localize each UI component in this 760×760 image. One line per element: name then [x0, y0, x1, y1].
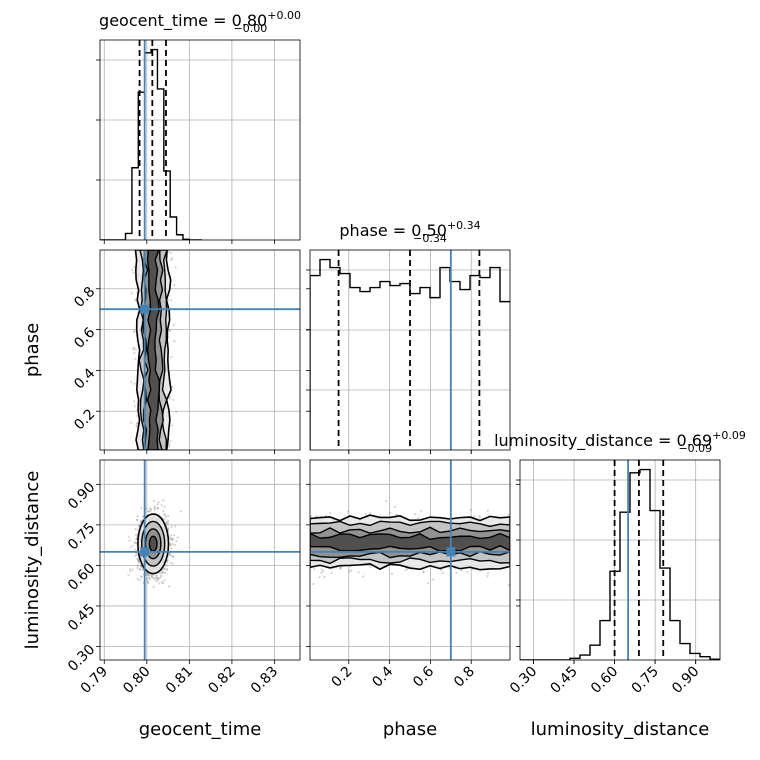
- panel-geocent_time-vs-luminosity_distance-frame: [99, 459, 301, 661]
- panel-geocent_time-vs-phase: [99, 249, 301, 451]
- ylabel-luminosity_distance: luminosity_distance: [22, 471, 43, 650]
- title-luminosity_distance-sup: +0.09: [712, 429, 746, 442]
- panel-geocent_time-vs-phase-truth-marker: [140, 304, 150, 314]
- xtick-label-geocent_time-3: 0.82: [205, 664, 238, 697]
- hist-panel-luminosity_distance: luminosity_distance = 0.69+0.09 −0.09: [494, 429, 746, 664]
- hist-luminosity_distance-steps: [520, 468, 720, 660]
- title-phase-sup: +0.34: [447, 219, 481, 232]
- xtick-label-luminosity_distance-2: 0.60: [588, 664, 621, 697]
- xlabel-geocent_time: geocent_time: [139, 719, 262, 740]
- panel-phase-vs-luminosity_distance-contour-3: [310, 532, 510, 552]
- xtick-label-geocent_time-2: 0.81: [163, 664, 196, 697]
- hist-geocent_time-frame: [99, 39, 301, 241]
- panel-geocent_time-vs-luminosity_distance-density: [137, 513, 170, 575]
- ytick-label-luminosity_distance-4: 0.90: [65, 479, 98, 512]
- xtick-label-phase-0: 0.2: [329, 664, 356, 691]
- ytick-label-phase-3: 0.8: [71, 284, 98, 311]
- title-phase-sub: −0.34: [413, 232, 447, 245]
- xtick-label-phase-3: 0.8: [451, 664, 478, 691]
- xtick-label-luminosity_distance-0: 0.30: [507, 664, 540, 697]
- panel-geocent_time-vs-phase-frame: [99, 249, 301, 451]
- ylabel-phase: phase: [22, 323, 43, 377]
- hist-phase-frame: [309, 249, 511, 451]
- xtick-label-luminosity_distance-3: 0.75: [629, 664, 662, 697]
- panel-geocent_time-vs-phase-contour-3: [146, 250, 161, 450]
- hist-geocent_time-steps: [100, 48, 203, 240]
- panel-phase-vs-luminosity_distance: [309, 459, 511, 661]
- xtick-label-geocent_time-1: 0.80: [120, 664, 153, 697]
- panel-geocent_time-vs-luminosity_distance-truth-marker: [140, 547, 150, 557]
- xlabel-phase: phase: [383, 719, 437, 740]
- title-phase: phase = 0.50+0.34 −0.34: [339, 219, 480, 245]
- panel-phase-vs-luminosity_distance-density: [310, 514, 510, 571]
- ytick-label-luminosity_distance-3: 0.75: [65, 520, 98, 553]
- title-geocent_time-sup: +0.00: [267, 9, 301, 22]
- hist-panel-geocent_time: geocent_time = 0.80+0.00 −0.00: [96, 9, 301, 244]
- title-geocent_time: geocent_time = 0.80+0.00 −0.00: [99, 9, 301, 35]
- xlabel-luminosity_distance: luminosity_distance: [531, 719, 710, 740]
- hist-panel-phase: phase = 0.50+0.34 −0.34: [306, 219, 511, 454]
- panel-phase-vs-luminosity_distance-frame: [309, 459, 511, 661]
- title-geocent_time-sub: −0.00: [234, 22, 268, 35]
- panel-geocent_time-vs-luminosity_distance: [99, 459, 301, 661]
- xtick-label-luminosity_distance-4: 0.90: [669, 664, 702, 697]
- ytick-label-phase-1: 0.4: [71, 365, 98, 392]
- panel-geocent_time-vs-luminosity_distance-contour-3: [148, 535, 158, 552]
- ytick-label-luminosity_distance-1: 0.45: [65, 601, 98, 634]
- title-luminosity_distance-sub: −0.09: [678, 442, 712, 455]
- panel-geocent_time-vs-phase-density: [134, 250, 172, 450]
- ytick-label-luminosity_distance-2: 0.60: [65, 560, 98, 593]
- panel-phase-vs-luminosity_distance-truth-marker: [446, 547, 456, 557]
- hist-luminosity_distance-frame: [519, 459, 721, 661]
- xtick-label-geocent_time-0: 0.79: [78, 664, 111, 697]
- ytick-label-phase-0: 0.2: [71, 406, 98, 433]
- xtick-label-phase-2: 0.6: [410, 663, 437, 690]
- xtick-label-phase-1: 0.4: [369, 663, 396, 690]
- title-luminosity_distance: luminosity_distance = 0.69+0.09 −0.09: [494, 429, 746, 455]
- xtick-label-luminosity_distance-1: 0.45: [548, 664, 581, 697]
- xtick-label-geocent_time-4: 0.83: [248, 664, 281, 697]
- ytick-label-phase-2: 0.6: [71, 325, 98, 352]
